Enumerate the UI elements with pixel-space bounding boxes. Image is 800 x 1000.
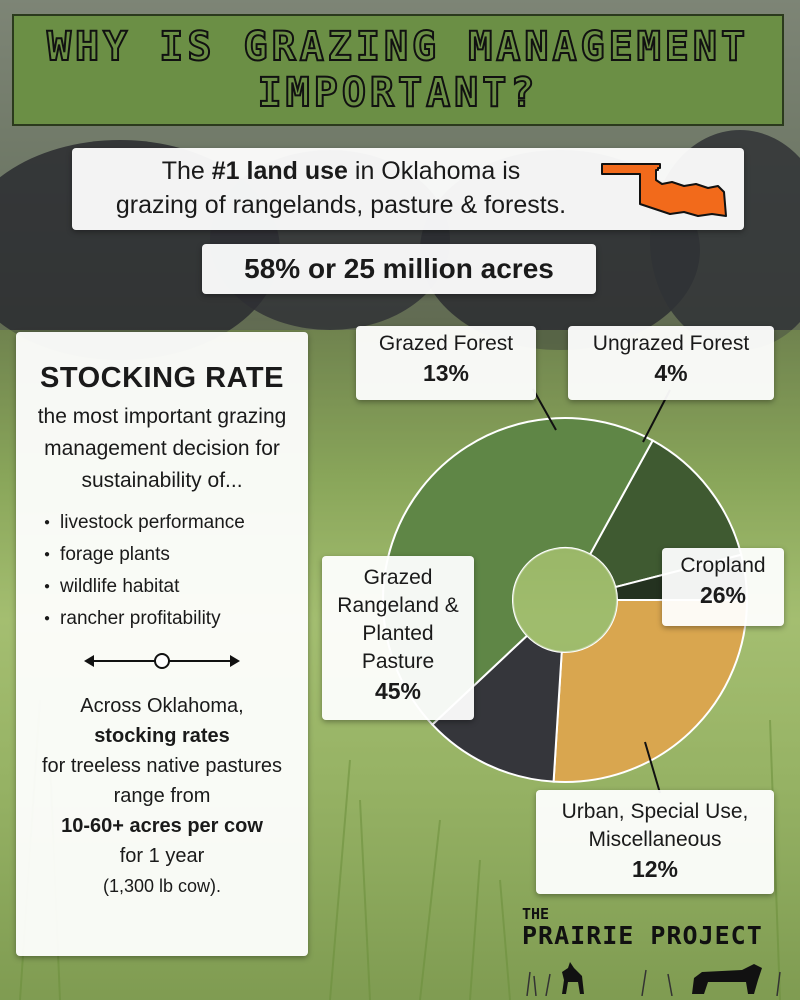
label-pct: 45%	[374, 678, 422, 704]
across-line-1: Across Oklahoma,	[80, 695, 244, 717]
logo-grass-animals-icon	[526, 962, 781, 997]
acres-callout: 58% or 25 million acres	[202, 244, 596, 294]
label-pct: 4%	[654, 360, 688, 386]
label-grazed-forest: Grazed Forest 13%	[356, 326, 536, 400]
label-ungrazed-forest: Ungrazed Forest 4%	[568, 326, 774, 400]
across-bold-1: stocking rates	[94, 725, 230, 747]
label-name: Grazed Forest	[378, 332, 514, 355]
label-pct: 12%	[631, 856, 679, 882]
label-rangeland-pasture: Grazed Rangeland & Planted Pasture 45%	[322, 556, 474, 720]
across-line-3: for 1 year	[119, 845, 205, 867]
prairie-project-logo: THE PRAIRIE PROJECT	[522, 905, 792, 997]
title-banner: WHY IS GRAZING MANAGEMENT IMPORTANT?	[12, 14, 784, 126]
label-name: Cropland	[680, 554, 766, 577]
label-name: Urban, Special Use,	[561, 800, 749, 823]
stocking-rate-panel: STOCKING RATE the most important grazing…	[16, 332, 308, 956]
donut-hole	[513, 548, 617, 652]
land-use-fact-box: The #1 land use in Oklahoma is grazing o…	[72, 148, 744, 230]
logo-big-text: PRAIRIE PROJECT	[522, 921, 763, 950]
label-name: Grazed	[363, 566, 433, 589]
label-cropland: Cropland 26%	[662, 548, 784, 626]
list-item: rancher profitability	[44, 603, 308, 635]
label-name: Ungrazed Forest	[592, 332, 750, 355]
double-arrow-slider-icon	[84, 653, 240, 669]
across-bold-2: 10-60+ acres per cow	[61, 815, 263, 837]
across-line-2: for treeless native pastures range from	[41, 755, 283, 807]
fact-prefix: The	[161, 157, 212, 185]
list-item: livestock performance	[44, 507, 308, 539]
label-pct: 13%	[422, 360, 470, 386]
list-item: wildlife habitat	[44, 571, 308, 603]
label-name: Miscellaneous	[588, 828, 722, 851]
label-name: Rangeland &	[337, 594, 459, 617]
fact-bold: #1 land use	[211, 157, 348, 185]
land-use-donut-chart	[382, 417, 749, 783]
logo-small-text: THE	[522, 905, 550, 923]
title-line-1: WHY IS GRAZING MANAGEMENT	[46, 23, 750, 71]
stocking-rate-description: the most important grazing management de…	[37, 405, 287, 492]
label-name: Pasture	[361, 650, 435, 673]
label-name: Planted	[362, 622, 434, 645]
label-pct: 26%	[699, 582, 747, 608]
label-urban: Urban, Special Use, Miscellaneous 12%	[536, 790, 774, 894]
land-use-fact-text: The #1 land use in Oklahoma is grazing o…	[86, 154, 596, 222]
stocking-rate-title: STOCKING RATE	[40, 362, 284, 394]
fact-suffix: in Oklahoma is	[347, 157, 521, 185]
stocking-rates-note: Across Oklahoma, stocking rates for tree…	[16, 691, 308, 901]
list-item: forage plants	[44, 539, 308, 571]
acres-text: 58% or 25 million acres	[244, 253, 554, 284]
fact-line-2: grazing of rangelands, pasture & forests…	[115, 191, 567, 219]
across-small: (1,300 lb cow).	[102, 876, 222, 896]
sustainability-list: livestock performance forage plants wild…	[44, 507, 308, 635]
oklahoma-map-icon	[601, 163, 727, 217]
title-line-2: IMPORTANT?	[257, 69, 539, 117]
